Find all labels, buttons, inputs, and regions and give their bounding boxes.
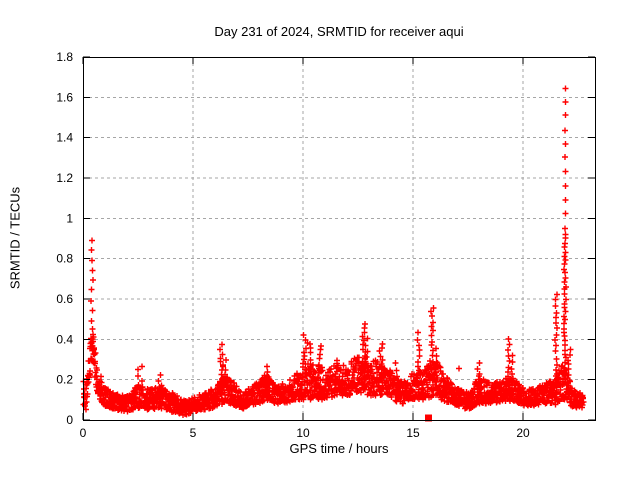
- chart-title: Day 231 of 2024, SRMTID for receiver aqu…: [214, 24, 464, 39]
- y-tick-label: 0.8: [56, 252, 73, 266]
- y-tick-label: 1.6: [56, 90, 73, 104]
- y-tick-label: 0.6: [56, 292, 73, 306]
- y-tick-label: 0.4: [56, 332, 73, 346]
- grid-lines: [83, 57, 595, 420]
- y-tick-label: 1.8: [56, 50, 73, 64]
- y-tick-label: 0: [66, 413, 73, 427]
- y-tick-label: 1.2: [56, 171, 73, 185]
- y-tick-label: 0.2: [56, 373, 73, 387]
- data-points: [80, 85, 587, 418]
- x-tick-label: 5: [190, 426, 197, 440]
- x-tick-label: 20: [516, 426, 530, 440]
- y-tick-label: 1: [66, 211, 73, 225]
- x-axis-label: GPS time / hours: [289, 441, 389, 456]
- square-point: [425, 414, 432, 422]
- x-tick-label: 0: [80, 426, 87, 440]
- y-tick-label: 1.4: [56, 131, 73, 145]
- x-tick-label: 15: [406, 426, 420, 440]
- x-tick-label: 10: [296, 426, 310, 440]
- y-axis-label: SRMTID / TECUs: [7, 186, 23, 290]
- axes-border: [82, 56, 596, 421]
